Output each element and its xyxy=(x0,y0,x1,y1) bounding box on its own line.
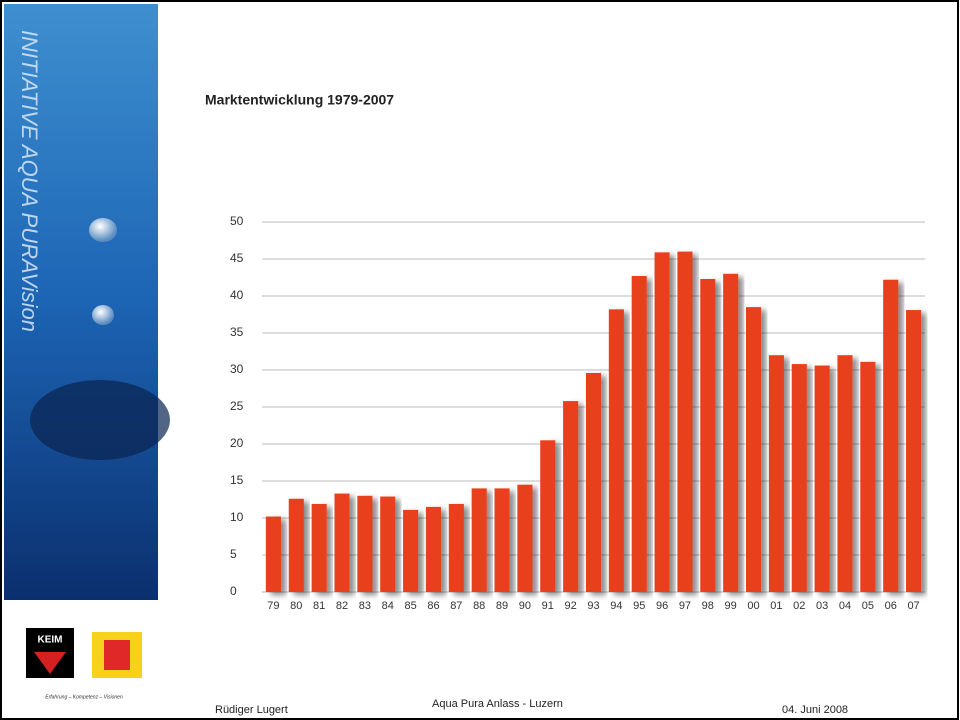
bar xyxy=(723,273,739,592)
bar xyxy=(517,484,533,592)
water-drop xyxy=(89,218,117,242)
bar xyxy=(768,355,784,592)
x-tick-label: 86 xyxy=(427,600,439,612)
bar xyxy=(814,365,830,592)
x-tick-label: 03 xyxy=(816,600,828,612)
bar xyxy=(540,440,556,592)
footer-date: 04. Juni 2008 xyxy=(782,704,848,716)
x-tick-label: 02 xyxy=(793,600,805,612)
x-tick-label: 83 xyxy=(359,600,371,612)
x-tick-label: 99 xyxy=(725,600,737,612)
bar xyxy=(837,355,853,592)
bar xyxy=(906,310,922,592)
x-tick-label: 07 xyxy=(907,600,919,612)
footer-author: Rüdiger Lugert xyxy=(215,704,288,716)
x-tick-label: 85 xyxy=(404,600,416,612)
bar xyxy=(654,252,670,592)
bar xyxy=(745,307,762,592)
chart-title: Marktentwicklung 1979-2007 xyxy=(205,92,394,108)
x-tick-label: 04 xyxy=(839,600,851,612)
x-tick-label: 06 xyxy=(885,600,897,612)
partner-logo-mark xyxy=(104,640,130,670)
x-tick-label: 00 xyxy=(747,600,759,612)
x-tick-label: 01 xyxy=(770,600,782,612)
x-tick-label: 92 xyxy=(565,600,577,612)
bar xyxy=(631,276,647,592)
x-tick-label: 98 xyxy=(702,600,714,612)
bar xyxy=(311,503,327,592)
bar xyxy=(608,309,624,592)
y-tick-label: 20 xyxy=(230,436,244,450)
y-tick-label: 15 xyxy=(230,473,244,487)
x-tick-label: 89 xyxy=(496,600,508,612)
x-tick-label: 84 xyxy=(382,600,394,612)
bar xyxy=(288,498,304,592)
y-tick-label: 25 xyxy=(230,399,244,413)
bar xyxy=(403,509,419,592)
x-tick-label: 95 xyxy=(633,600,645,612)
sidebar-brand: INITIATIVE AQUA PURAVision xyxy=(17,30,42,332)
y-tick-label: 10 xyxy=(230,510,244,524)
x-tick-label: 88 xyxy=(473,600,485,612)
y-tick-label: 35 xyxy=(230,325,244,339)
slogan: Erfahrung – Kompetenz – Visionen xyxy=(45,694,123,700)
x-tick-label: 80 xyxy=(290,600,302,612)
bar xyxy=(334,493,350,592)
logo-text: KEIM xyxy=(38,635,63,646)
bar xyxy=(425,506,442,592)
bar xyxy=(471,488,487,592)
x-tick-label: 79 xyxy=(267,600,279,612)
y-tick-label: 5 xyxy=(230,547,237,561)
x-tick-label: 91 xyxy=(542,600,554,612)
bar xyxy=(357,495,373,592)
x-tick-label: 82 xyxy=(336,600,348,612)
bar xyxy=(265,516,281,592)
bar xyxy=(563,401,579,592)
bar xyxy=(700,278,716,592)
keim-logo-mark xyxy=(34,652,66,674)
sidebar-image xyxy=(4,4,158,600)
x-tick-label: 05 xyxy=(862,600,874,612)
bar xyxy=(585,372,602,592)
y-tick-label: 0 xyxy=(230,584,237,598)
y-tick-label: 45 xyxy=(230,251,244,265)
bar xyxy=(677,251,693,592)
bar xyxy=(791,364,807,592)
ripple xyxy=(30,380,170,460)
x-tick-label: 97 xyxy=(679,600,691,612)
x-tick-label: 96 xyxy=(656,600,668,612)
x-tick-label: 90 xyxy=(519,600,531,612)
footer-event: Aqua Pura Anlass - Luzern xyxy=(432,698,563,710)
x-tick-label: 93 xyxy=(587,600,599,612)
bar xyxy=(448,503,464,592)
bar xyxy=(494,488,510,592)
bar xyxy=(860,361,876,592)
x-tick-label: 94 xyxy=(610,600,622,612)
y-tick-label: 40 xyxy=(230,288,244,302)
bar xyxy=(380,496,396,592)
x-tick-label: 87 xyxy=(450,600,462,612)
y-tick-label: 30 xyxy=(230,362,244,376)
bar xyxy=(883,279,899,592)
y-tick-label: 50 xyxy=(230,214,244,228)
water-drop xyxy=(92,305,114,325)
x-tick-label: 81 xyxy=(313,600,325,612)
